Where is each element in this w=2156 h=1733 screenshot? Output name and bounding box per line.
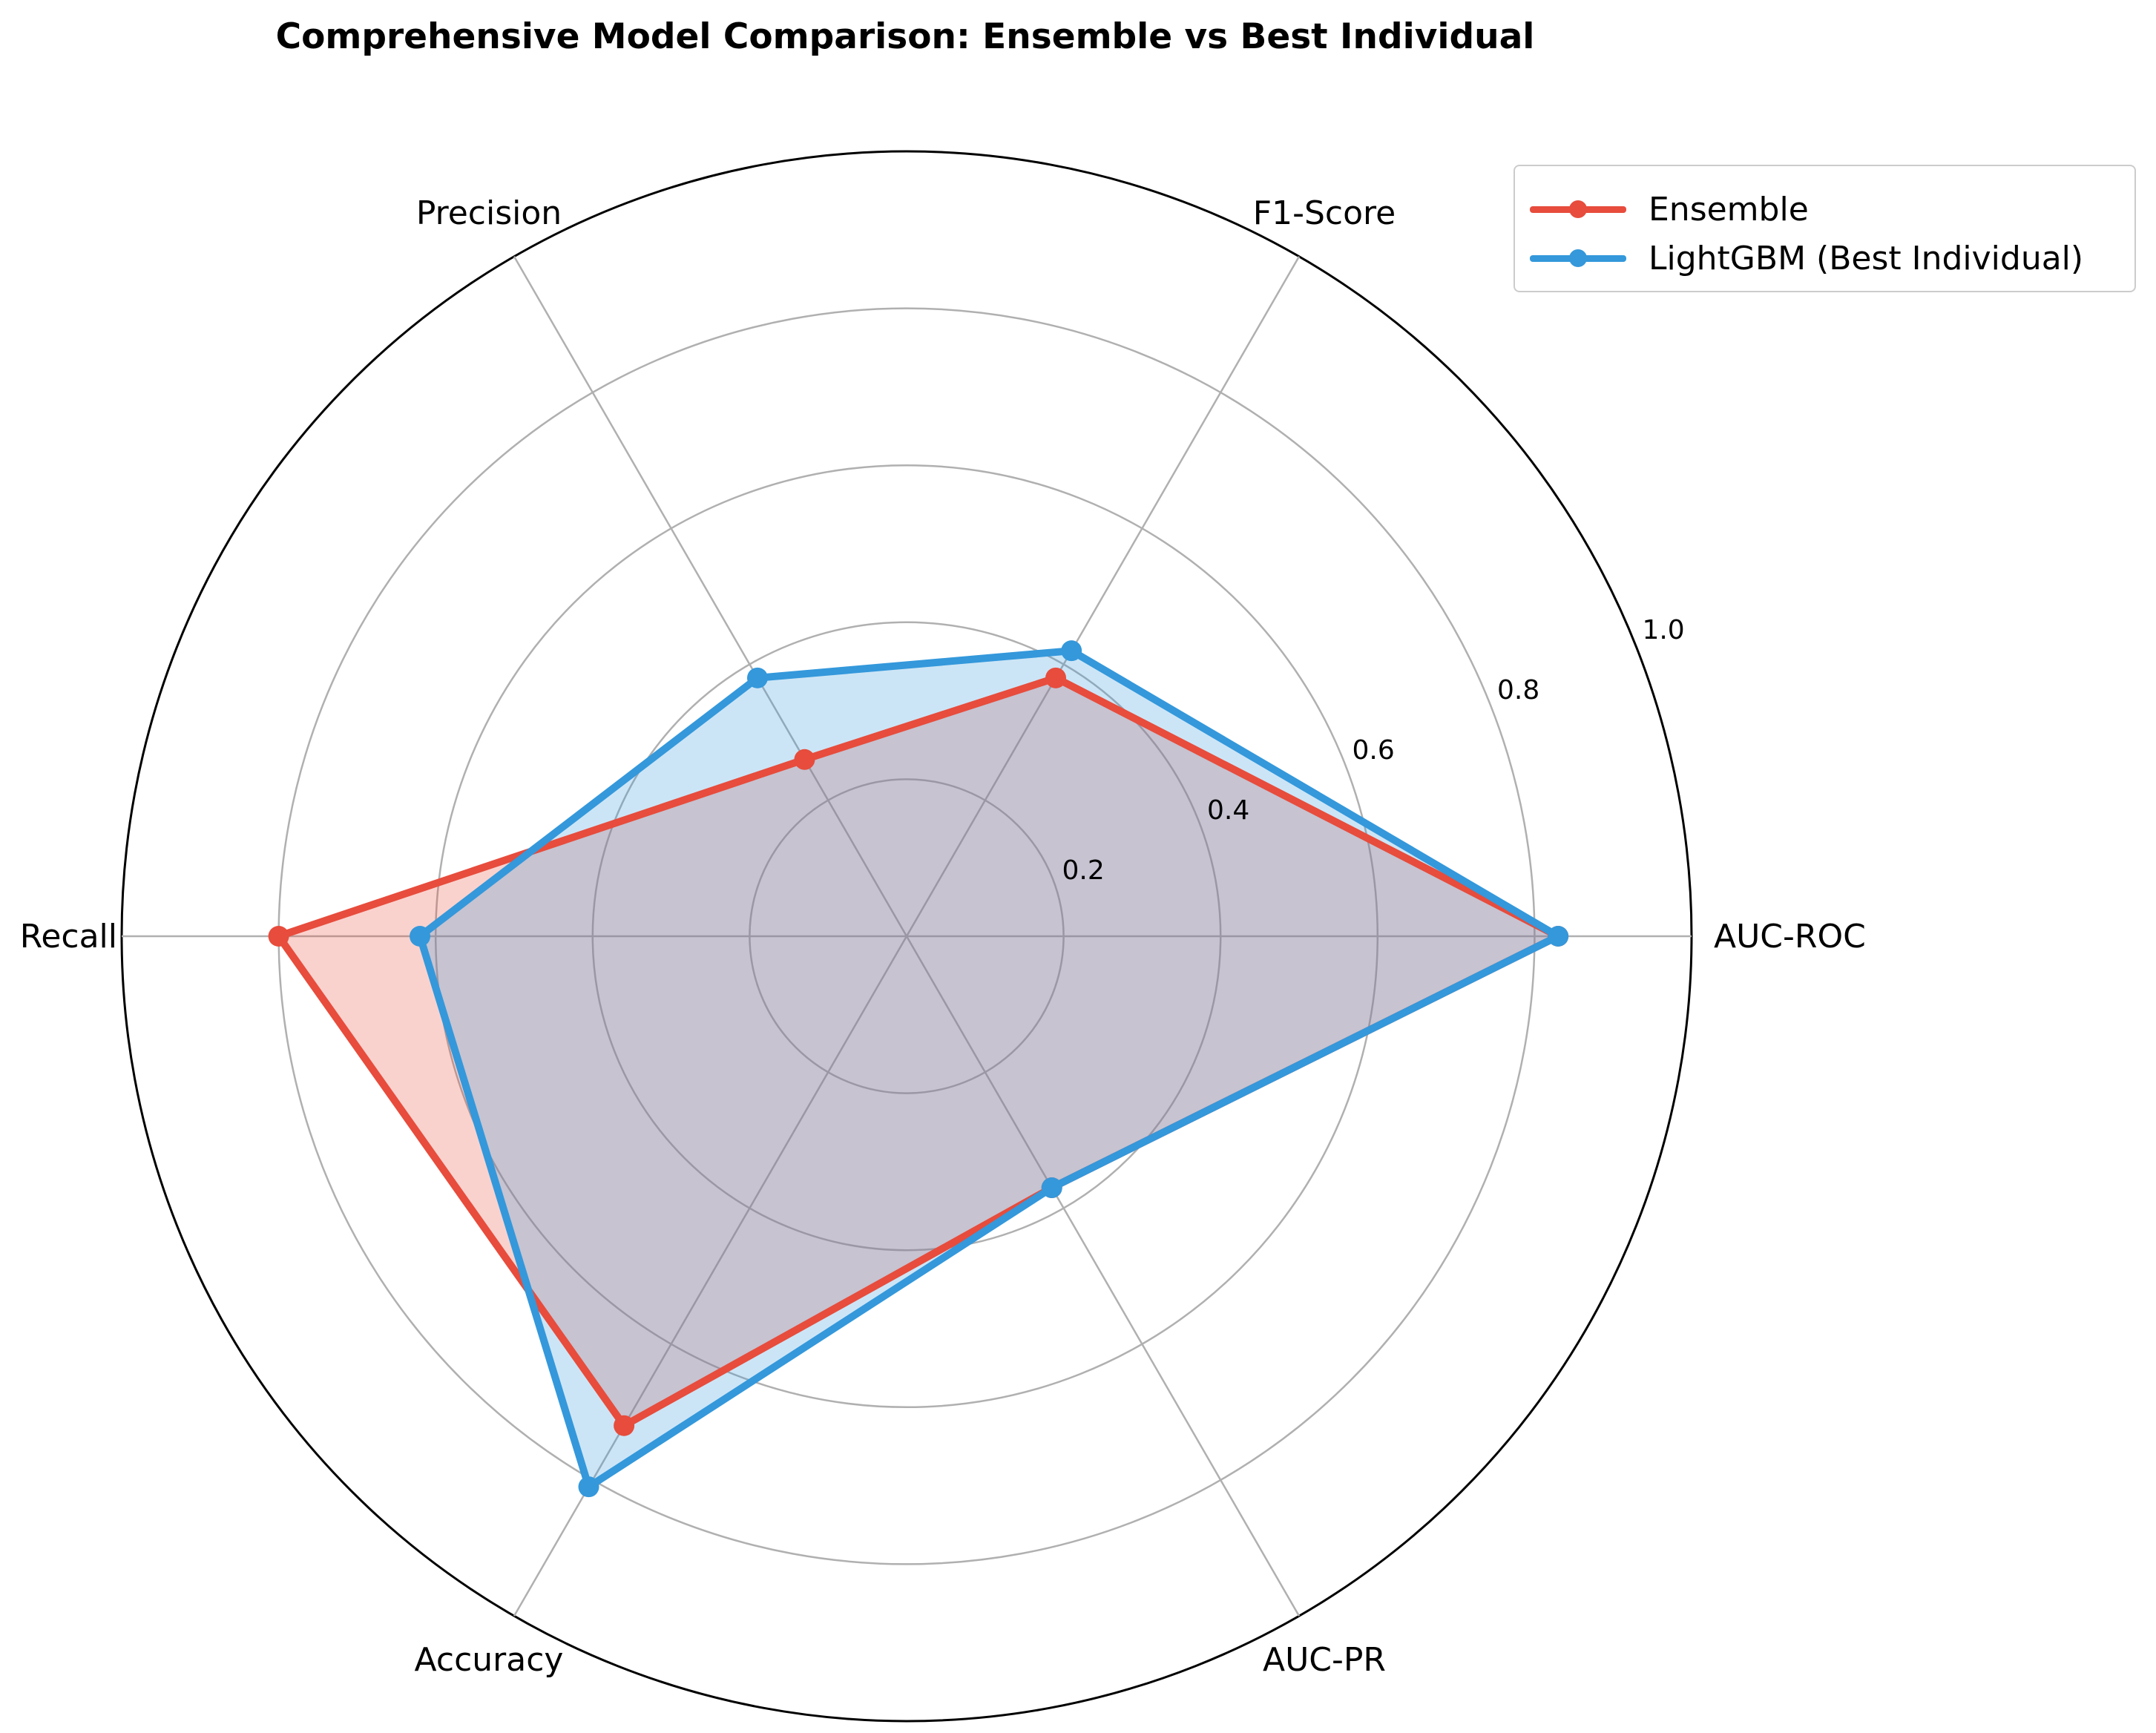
data-point-0-accuracy	[614, 1415, 635, 1436]
radial-tick-label: 0.4	[1207, 795, 1249, 826]
data-point-0-precision	[794, 749, 815, 770]
radar-spoke	[905, 256, 1301, 937]
radar-spoke	[905, 935, 1301, 1617]
legend-swatch-ensemble	[1530, 200, 1626, 218]
series-fill-0	[278, 677, 1559, 1426]
legend: Ensemble LightGBM (Best Individual)	[1514, 165, 2136, 292]
radial-tick-label: 0.6	[1352, 735, 1394, 766]
data-point-1-accuracy	[578, 1476, 599, 1498]
data-point-0-recall	[268, 926, 289, 947]
radar-spoke	[513, 935, 908, 1617]
legend-label-ensemble: Ensemble	[1649, 190, 1809, 228]
data-point-1-auc-roc	[1548, 926, 1569, 947]
legend-item-lightgbm[interactable]: LightGBM (Best Individual)	[1530, 236, 2083, 280]
series-fill-1	[420, 651, 1559, 1487]
radar-series-layer	[268, 640, 1569, 1498]
category-label-precision: Precision	[416, 194, 562, 232]
radar-labels: 0.2 0.4 0.6 0.8 1.0 AUC-ROC F1-Score Precision R…	[20, 194, 1866, 1679]
data-point-0-f1-score	[1045, 667, 1067, 688]
data-point-1-f1-score	[1061, 640, 1082, 662]
category-label-recall: Recall	[20, 918, 117, 956]
category-label-auc-roc: AUC-ROC	[1714, 918, 1866, 956]
chart-title: Comprehensive Model Comparison: Ensemble…	[275, 16, 1535, 57]
data-point-1-recall	[410, 926, 431, 947]
radar-spokes	[122, 256, 1692, 1617]
category-label-accuracy: Accuracy	[415, 1641, 564, 1679]
radial-tick-label: 1.0	[1642, 615, 1684, 645]
legend-swatch-lightgbm	[1530, 249, 1626, 267]
data-point-1-precision	[746, 667, 768, 688]
radial-tick-label: 0.2	[1062, 855, 1104, 886]
legend-label-lightgbm: LightGBM (Best Individual)	[1649, 239, 2084, 277]
category-label-auc-pr: AUC-PR	[1263, 1641, 1386, 1679]
radial-tick-label: 0.8	[1497, 675, 1539, 706]
radar-spoke	[513, 256, 908, 937]
data-point-1-auc-pr	[1041, 1177, 1062, 1199]
category-label-f1-score: F1-Score	[1253, 194, 1396, 232]
legend-item-ensemble[interactable]: Ensemble	[1530, 187, 1809, 231]
